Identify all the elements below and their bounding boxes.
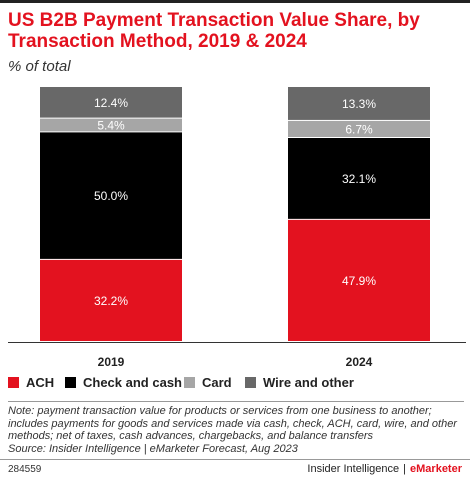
brand-credit: Insider Intelligence | eMarketer <box>307 463 462 475</box>
data-label-ach-2024: 47.9% <box>342 274 376 288</box>
legend-swatch-check-and-cash <box>65 377 76 388</box>
legend-item-wire-and-other: Wire and other <box>245 375 354 390</box>
data-label-wire-and-other-2024: 13.3% <box>342 97 376 111</box>
legend-label-wire-and-other: Wire and other <box>263 375 354 390</box>
brand-separator: | <box>403 463 407 475</box>
legend: ACH Check and cash Card Wire and other <box>8 375 468 391</box>
plot-area: 32.2% 50.0% 5.4% 12.4% 2019 47.9% 32.1% 6.7% 13.… <box>0 80 470 370</box>
top-rule <box>0 0 470 3</box>
legend-label-ach: ACH <box>26 375 55 390</box>
data-label-wire-and-other-2019: 12.4% <box>94 96 128 110</box>
note-text: Note: payment transaction value for prod… <box>8 405 457 442</box>
bar-segment-wire-and-other-2024 <box>288 87 430 120</box>
legend-swatch-card <box>184 377 195 388</box>
legend-swatch-wire-and-other <box>245 377 256 388</box>
data-label-card-2019: 5.4% <box>97 119 125 133</box>
note-divider <box>8 401 464 402</box>
data-label-check-and-cash-2019: 50.0% <box>94 189 128 203</box>
bar-segment-card-2019 <box>40 118 182 132</box>
bar-segment-card-2024 <box>288 120 430 137</box>
bar-segment-ach-2019 <box>40 259 182 341</box>
bar-segment-check-and-cash-2024 <box>288 138 430 219</box>
brand-name: Insider Intelligence <box>307 463 400 475</box>
data-label-check-and-cash-2024: 32.1% <box>342 172 376 186</box>
stacked-bar-chart: 32.2% 50.0% 5.4% 12.4% 2019 47.9% 32.1% 6.7% 13.… <box>8 87 466 369</box>
legend-label-check-and-cash: Check and cash <box>83 375 182 390</box>
legend-item-ach: ACH <box>8 375 54 390</box>
footer-divider <box>0 459 470 460</box>
legend-swatch-ach <box>8 377 19 388</box>
x-tick-label-2024: 2024 <box>346 355 373 369</box>
data-label-card-2024: 6.7% <box>345 122 373 136</box>
footnote: Note: payment transaction value for prod… <box>8 405 466 455</box>
bar-segment-ach-2024 <box>288 219 430 341</box>
bar-segment-check-and-cash-2019 <box>40 132 182 259</box>
data-label-ach-2019: 32.2% <box>94 294 128 308</box>
x-tick-label-2019: 2019 <box>98 355 125 369</box>
chart-title: US B2B Payment Transaction Value Share, … <box>8 10 420 52</box>
chart-id: 284559 <box>8 464 42 475</box>
chart-subtitle: % of total <box>8 58 71 75</box>
legend-item-card: Card <box>184 375 232 390</box>
brand-emarketer: eMarketer <box>410 463 462 475</box>
legend-label-card: Card <box>202 375 232 390</box>
legend-item-check-and-cash: Check and cash <box>65 375 182 390</box>
bar-segment-wire-and-other-2019 <box>40 87 182 118</box>
source-text: Source: Insider Intelligence | eMarketer… <box>8 442 298 455</box>
